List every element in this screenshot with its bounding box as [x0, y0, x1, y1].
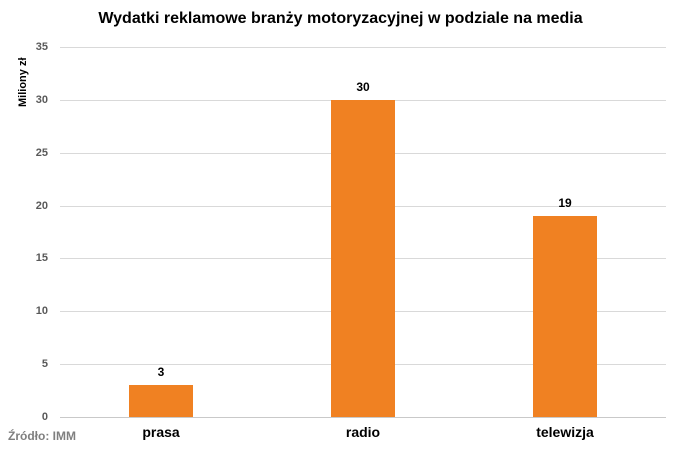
x-axis-label-prasa: prasa [142, 424, 180, 440]
source-note: Źródło: IMM [8, 429, 76, 443]
y-tick-label-5: 5 [41, 358, 48, 371]
bar-telewizja [533, 216, 597, 417]
chart-title: Wydatki reklamowe branży motoryzacyjnej … [98, 10, 583, 27]
y-tick-label-20: 20 [35, 199, 48, 212]
y-tick-label-30: 30 [35, 93, 48, 106]
y-tick-label-0: 0 [41, 411, 48, 423]
data-label-radio: 30 [356, 79, 370, 94]
x-axis-label-telewizja: telewizja [536, 424, 594, 440]
y-tick-label-15: 15 [35, 252, 48, 265]
bar-prasa [129, 385, 193, 417]
x-axis-label-radio: radio [345, 424, 381, 440]
y-tick-label-10: 10 [35, 305, 48, 318]
data-label-prasa: 3 [157, 365, 165, 380]
bar-radio [331, 99, 395, 417]
gridline-35 [60, 47, 666, 48]
y-tick-label-25: 25 [35, 146, 48, 159]
y-tick-label-35: 35 [35, 41, 48, 53]
gridline-0 [60, 417, 666, 418]
data-label-telewizja: 19 [558, 196, 572, 211]
